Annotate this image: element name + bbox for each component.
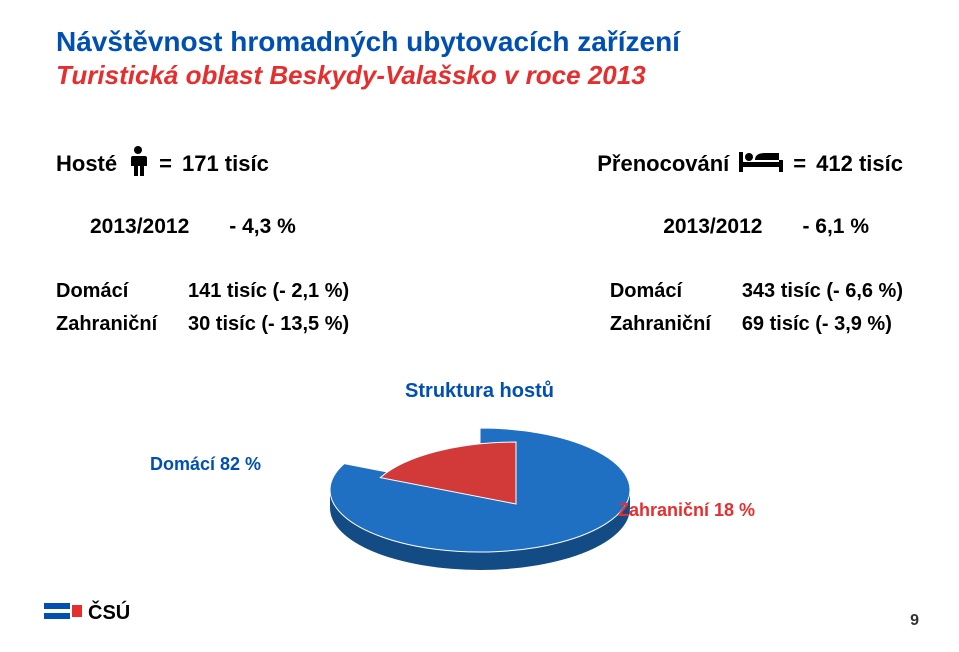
csu-logo: ČSÚ [44,597,144,630]
overnight-value: 412 tisíc [816,151,903,177]
title-line1: Návštěvnost hromadných ubytovacích zaříz… [56,24,903,59]
detail-left: Domácí 141 tisíc (- 2,1 %) Zahraniční 30… [56,280,349,336]
detail-right-zah-k: Zahraniční [610,313,730,336]
change-row: 2013/2012 - 4,3 % 2013/2012 - 6,1 % [90,215,869,239]
overnight-label: Přenocování [597,151,729,177]
detail-right-zah-v: 69 tisíc (- 3,9 %) [742,313,892,336]
person-icon [127,145,149,183]
guests-label: Hosté [56,151,117,177]
pie-chart [0,400,959,600]
page-number: 9 [910,612,919,630]
detail-row: Domácí 141 tisíc (- 2,1 %) Zahraniční 30… [56,280,903,336]
detail-right-dom: Domácí 343 tisíc (- 6,6 %) [610,280,903,303]
guests-block: Hosté = 171 tisíc [56,145,269,183]
detail-right-dom-k: Domácí [610,280,730,303]
change-left-period: 2013/2012 [90,215,189,239]
svg-text:ČSÚ: ČSÚ [88,600,130,624]
stats-row: Hosté = 171 tisíc Přenocování [56,145,903,183]
overnight-eq: = [793,151,806,177]
detail-left-dom-v: 141 tisíc (- 2,1 %) [188,280,349,303]
change-left: 2013/2012 - 4,3 % [90,215,296,239]
bed-icon [739,148,783,180]
foreign-label: Zahraniční 18 % [618,500,755,521]
detail-left-zah: Zahraniční 30 tisíc (- 13,5 %) [56,313,349,336]
overnight-block: Přenocování = 412 tisíc [597,145,903,183]
detail-right: Domácí 343 tisíc (- 6,6 %) Zahraniční 69… [610,280,903,336]
guests-eq: = [159,151,172,177]
change-left-val: - 4,3 % [229,215,296,239]
domestic-label: Domácí 82 % [150,454,261,475]
slide-title: Návštěvnost hromadných ubytovacích zaříz… [56,24,903,93]
detail-left-dom-k: Domácí [56,280,176,303]
change-right-period: 2013/2012 [663,215,762,239]
guests-value: 171 tisíc [182,151,269,177]
detail-left-zah-v: 30 tisíc (- 13,5 %) [188,313,349,336]
change-right-val: - 6,1 % [802,215,869,239]
detail-right-zah: Zahraniční 69 tisíc (- 3,9 %) [610,313,903,336]
detail-right-dom-v: 343 tisíc (- 6,6 %) [742,280,903,303]
title-line2: Turistická oblast Beskydy-Valašsko v roc… [56,59,903,93]
detail-left-dom: Domácí 141 tisíc (- 2,1 %) [56,280,349,303]
slide: Návštěvnost hromadných ubytovacích zaříz… [0,0,959,652]
detail-left-zah-k: Zahraniční [56,313,176,336]
change-right: 2013/2012 - 6,1 % [663,215,869,239]
